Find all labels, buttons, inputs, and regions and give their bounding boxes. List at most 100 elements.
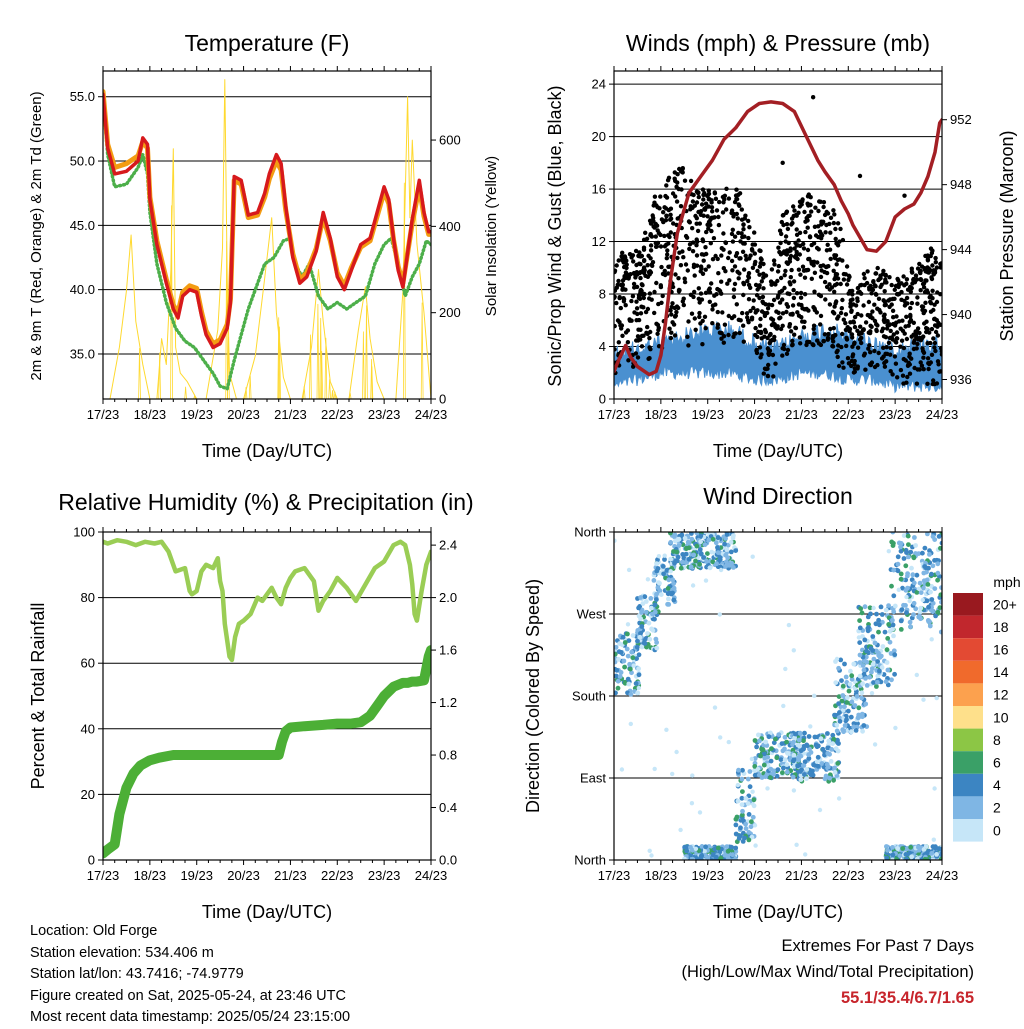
- gust-point: [862, 276, 867, 281]
- gust-point: [691, 294, 696, 300]
- gust-point: [665, 252, 670, 257]
- direction-point: [678, 827, 683, 833]
- direction-point: [904, 610, 909, 615]
- solar-spike: [362, 331, 365, 399]
- legend-swatch: [953, 819, 983, 842]
- direction-point: [649, 853, 654, 858]
- legend-swatch: [953, 773, 983, 797]
- gust-point: [750, 265, 756, 270]
- gust-point: [727, 250, 732, 255]
- gust-point: [715, 325, 720, 330]
- direction-point: [792, 735, 797, 741]
- gust-point: [835, 354, 840, 360]
- gust-point: [895, 375, 900, 380]
- gust-point: [889, 302, 894, 307]
- direction-point: [939, 599, 942, 605]
- gust-point: [711, 236, 717, 241]
- direction-point: [860, 728, 865, 734]
- direction-point: [832, 765, 837, 771]
- gust-point: [704, 251, 709, 257]
- y-tick-label: 0: [439, 392, 446, 407]
- winds-x-label: Time (Day/UTC): [713, 441, 843, 461]
- direction-point: [715, 550, 721, 555]
- direction-point: [827, 775, 833, 781]
- gust-point: [819, 236, 824, 241]
- gust-point: [653, 234, 658, 239]
- dewpoint-line-core: [103, 95, 431, 390]
- solar-spike: [331, 389, 334, 399]
- gust-point: [917, 261, 922, 267]
- direction-point: [932, 558, 937, 563]
- direction-point: [898, 548, 904, 554]
- gust-point: [803, 229, 808, 235]
- gust-point: [780, 323, 785, 328]
- gust-point: [850, 292, 855, 297]
- gust-point: [850, 297, 855, 302]
- gust-point: [758, 316, 763, 322]
- direction-point: [723, 536, 728, 541]
- direction-point: [876, 650, 881, 656]
- gust-point: [741, 227, 746, 232]
- direction-point: [717, 612, 722, 617]
- gust-point: [753, 310, 758, 315]
- gust-point: [707, 197, 712, 202]
- direction-point: [879, 665, 885, 670]
- gust-point: [925, 270, 930, 275]
- gust-point: [926, 266, 932, 271]
- direction-point: [791, 758, 796, 764]
- direction-point: [836, 715, 842, 720]
- gust-point: [705, 222, 710, 227]
- gust-point: [668, 212, 673, 217]
- gust-point: [631, 364, 636, 369]
- direction-point: [643, 609, 649, 615]
- direction-point: [676, 536, 682, 542]
- direction-point: [791, 752, 797, 758]
- gust-point: [866, 299, 872, 305]
- direction-point: [648, 596, 654, 601]
- direction-point: [761, 751, 767, 757]
- direction-point: [876, 617, 881, 623]
- gust-point: [678, 204, 684, 209]
- gust-point: [914, 381, 920, 386]
- direction-point: [905, 533, 911, 539]
- gust-point: [692, 273, 697, 278]
- gust-point: [734, 302, 739, 307]
- gust-point: [746, 274, 751, 279]
- gust-point: [615, 282, 620, 287]
- direction-point: [855, 715, 861, 721]
- direction-point: [752, 823, 758, 828]
- gust-point: [731, 334, 736, 339]
- direction-point: [686, 545, 692, 551]
- gust-point: [852, 324, 858, 330]
- direction-point: [747, 769, 753, 774]
- gust-point: [879, 356, 885, 361]
- gust-point: [700, 187, 706, 192]
- direction-point: [885, 636, 891, 641]
- x-tick-label: 24/23: [415, 407, 448, 422]
- x-tick-label: 21/23: [274, 407, 307, 422]
- gust-point: [708, 217, 713, 222]
- gust-point: [925, 258, 931, 263]
- gust-point: [768, 338, 773, 344]
- x-tick-label: 22/23: [832, 407, 865, 422]
- gust-point: [881, 313, 887, 319]
- direction-point: [614, 538, 617, 543]
- direction-point: [697, 810, 703, 815]
- gust-point: [620, 258, 625, 263]
- gust-point: [648, 243, 654, 248]
- direction-point: [640, 601, 646, 606]
- direction-point: [893, 725, 898, 731]
- direction-point: [749, 756, 755, 762]
- direction-point: [835, 748, 841, 754]
- legend-label: 0: [993, 822, 1001, 838]
- direction-point: [808, 772, 814, 778]
- gust-point: [664, 256, 669, 261]
- direction-point: [740, 789, 745, 794]
- direction-point: [668, 556, 674, 562]
- direction-point: [702, 848, 707, 854]
- direction-point: [668, 532, 673, 536]
- direction-point: [736, 836, 742, 841]
- gust-point: [870, 286, 875, 292]
- gust-point: [703, 267, 708, 272]
- gust-point: [785, 347, 791, 353]
